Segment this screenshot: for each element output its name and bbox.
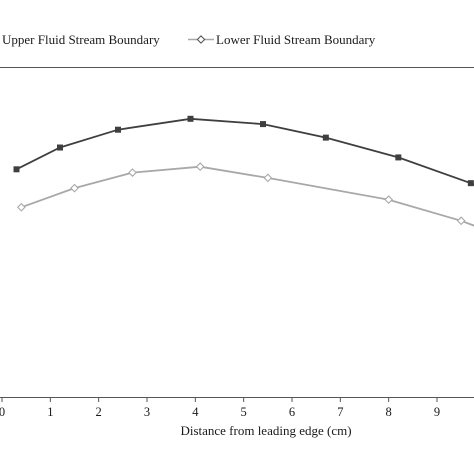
data-point-upper <box>57 144 63 151</box>
data-point-lower <box>384 195 394 205</box>
series-layer <box>13 115 474 227</box>
data-point-upper <box>115 126 121 133</box>
legend-diamond-lower <box>196 35 206 44</box>
x-tick-label: 2 <box>96 405 102 419</box>
data-point-lower <box>70 183 79 193</box>
series-line-lower <box>20 165 474 227</box>
legend-label-upper: Upper Fluid Stream Boundary <box>2 32 160 47</box>
legend-label-lower: Lower Fluid Stream Boundary <box>216 32 376 47</box>
x-tick-label: 0 <box>0 405 5 419</box>
x-tick-label: 3 <box>144 405 150 419</box>
legend: Upper Fluid Stream Boundary Lower Fluid … <box>2 32 376 47</box>
data-point-upper <box>395 154 402 161</box>
x-tick-label: 5 <box>241 405 247 419</box>
data-point-upper <box>260 121 266 128</box>
data-point-upper <box>322 134 329 141</box>
x-tick-label: 7 <box>337 405 343 419</box>
data-point-lower <box>195 162 205 172</box>
x-tick-label: 9 <box>434 405 440 419</box>
data-point-lower <box>16 202 26 212</box>
data-point-upper <box>187 115 194 122</box>
x-tick-label: 4 <box>192 405 199 419</box>
data-point-lower <box>456 216 466 226</box>
legend-marker-lower <box>188 35 214 44</box>
x-axis-ticks: 0 1 2 3 4 5 6 7 8 9 <box>0 397 440 419</box>
x-tick-label: 1 <box>47 405 53 419</box>
data-point-upper <box>467 180 474 187</box>
data-point-upper <box>13 166 20 173</box>
x-tick-label: 8 <box>386 405 392 419</box>
x-axis-title: Distance from leading edge (cm) <box>180 423 351 438</box>
data-point-lower <box>263 173 273 183</box>
data-point-lower <box>128 168 137 177</box>
x-tick-label: 6 <box>289 405 295 419</box>
series-line-upper <box>16 117 474 186</box>
